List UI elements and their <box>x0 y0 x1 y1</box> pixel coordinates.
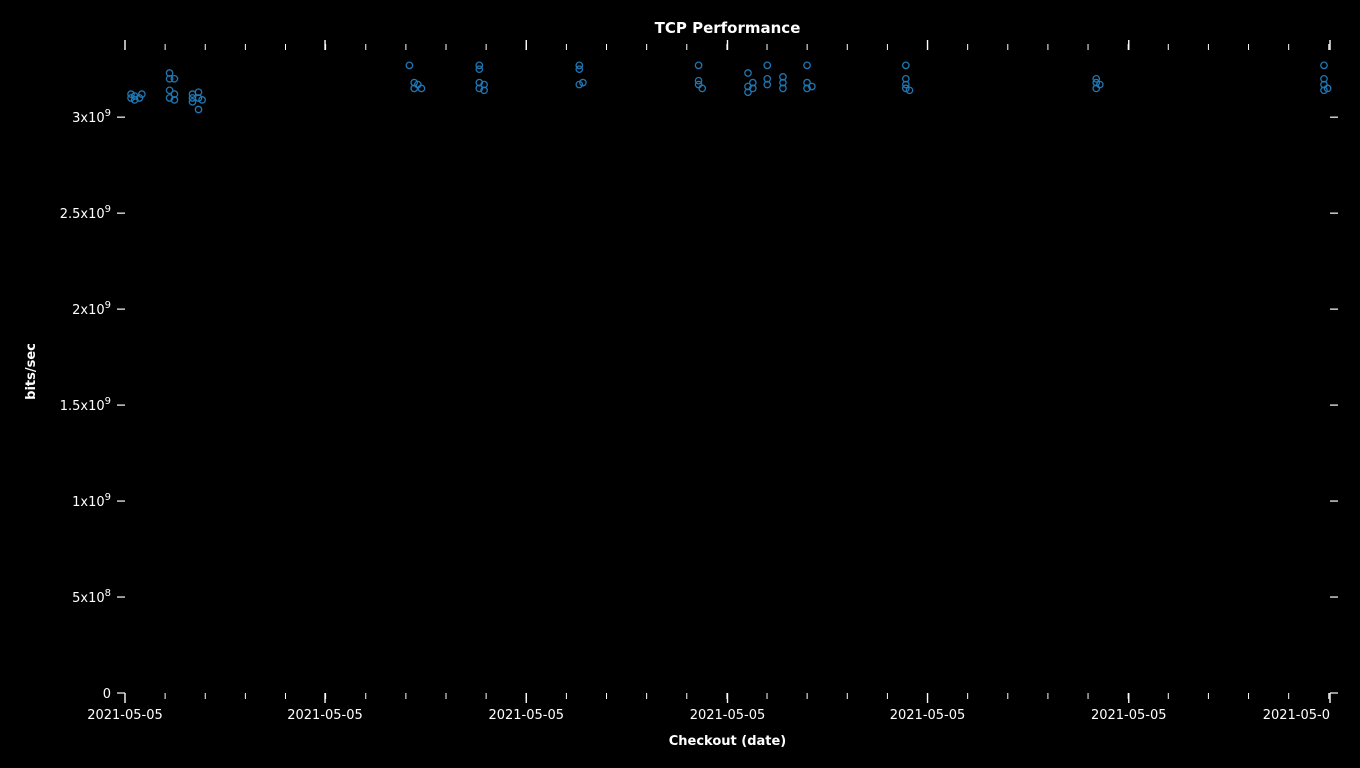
y-tick-label: 2.5x109 <box>60 204 111 222</box>
x-tick-label: 2021-05-05 <box>890 708 966 723</box>
tcp-performance-chart: TCP Performance05x1081x1091.5x1092x1092.… <box>0 0 1360 768</box>
x-tick-label: 2021-05-05 <box>1091 708 1167 723</box>
chart-background <box>0 0 1360 768</box>
x-tick-label: 2021-05-05 <box>488 708 564 723</box>
y-axis-label: bits/sec <box>24 343 39 400</box>
x-tick-label: 2021-05-05 <box>287 708 363 723</box>
chart-title: TCP Performance <box>655 19 801 37</box>
y-tick-label: 1.5x109 <box>60 396 111 414</box>
x-axis-label: Checkout (date) <box>669 734 787 749</box>
x-tick-label: 2021-05-0 <box>1263 708 1330 723</box>
x-tick-label: 2021-05-05 <box>690 708 766 723</box>
x-tick-label: 2021-05-05 <box>87 708 163 723</box>
y-tick-label: 0 <box>103 687 111 702</box>
chart-svg: TCP Performance05x1081x1091.5x1092x1092.… <box>0 0 1360 768</box>
